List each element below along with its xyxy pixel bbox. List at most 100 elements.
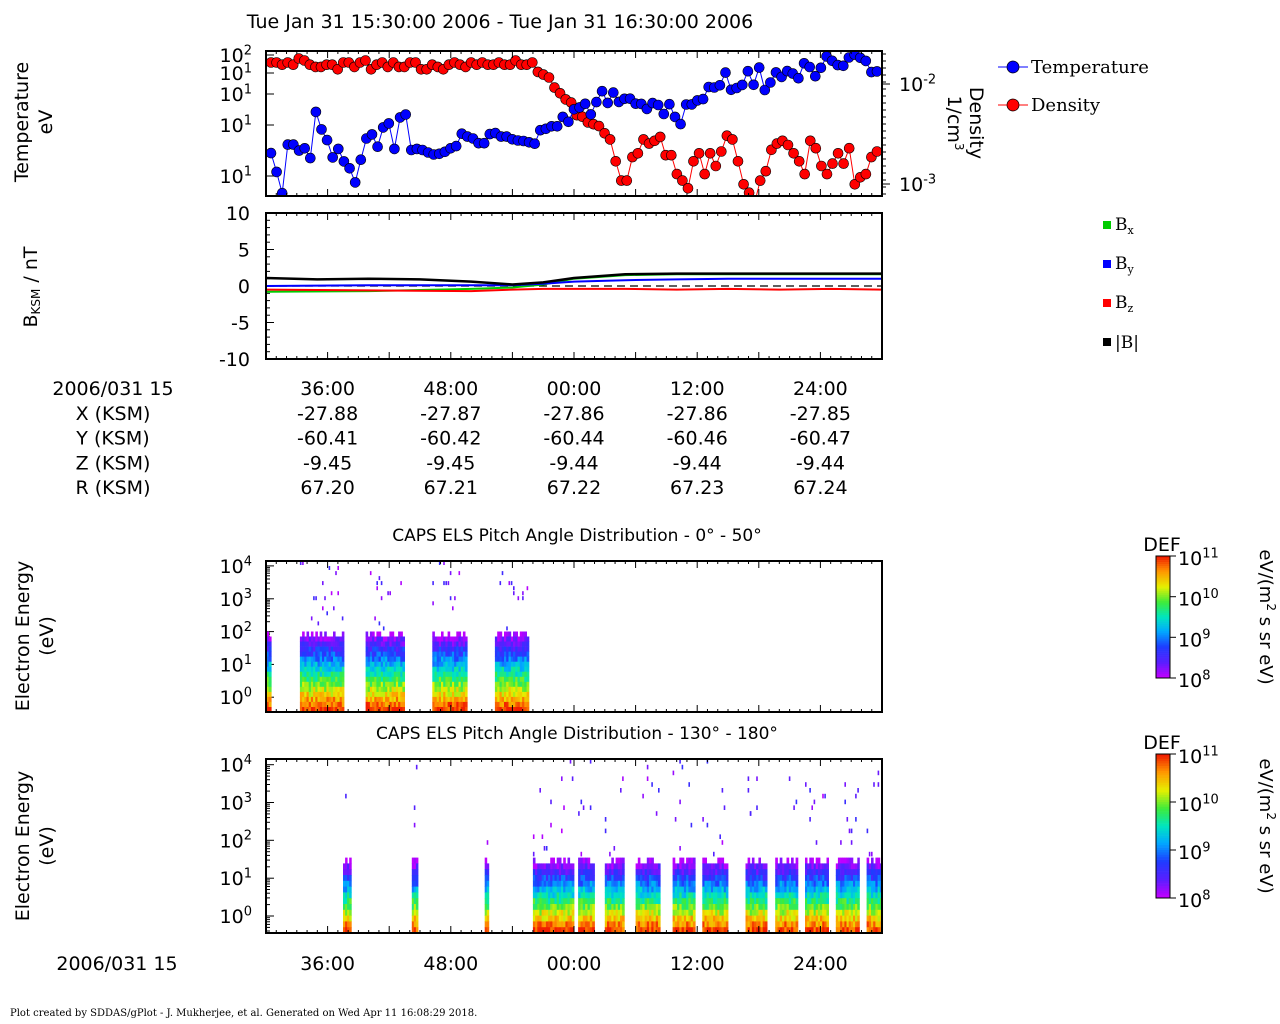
- spectrogram-cell: [782, 898, 785, 905]
- spectrogram-cell: [708, 863, 712, 870]
- spectrogram-cell: [411, 915, 415, 922]
- spectrogram-cell: [558, 875, 562, 882]
- spectrogram-speck: [443, 561, 445, 565]
- spectrogram-cell: [343, 921, 346, 928]
- spectrogram-cell: [713, 909, 716, 916]
- spectrogram-cell: [715, 869, 718, 876]
- spectrogram-cell: [635, 904, 639, 911]
- spectrogram-cell: [653, 863, 657, 870]
- spectrogram-cell: [837, 869, 841, 876]
- spectrogram-cell: [365, 701, 369, 708]
- spectrogram-cell: [749, 909, 753, 916]
- spectrogram-cell: [522, 631, 525, 637]
- spectrogram-cell: [545, 886, 549, 893]
- spectrogram-cell: [443, 701, 446, 708]
- spectrogram-cell: [454, 671, 457, 678]
- spectrogram-cell: [805, 915, 808, 922]
- spectrogram-cell: [587, 927, 591, 934]
- spectrogram-cell: [308, 701, 312, 708]
- spectrogram-cell: [438, 696, 442, 703]
- spectrogram-speck: [378, 621, 381, 626]
- spectrogram-cell: [415, 875, 419, 882]
- spectrogram-cell: [310, 681, 314, 688]
- density-point: [632, 148, 644, 159]
- spectrogram-cell: [578, 892, 581, 899]
- spectrogram-cell: [315, 651, 318, 657]
- spectrogram-cell: [569, 904, 573, 911]
- spectrogram-cell: [456, 651, 459, 657]
- spectrogram-cell: [857, 921, 860, 928]
- colorbar-cell: [1156, 794, 1170, 798]
- spectrogram-cell: [822, 880, 825, 887]
- spectrogram-cell: [337, 671, 340, 678]
- spectrogram-cell: [313, 646, 316, 652]
- spectrogram-cell: [443, 696, 446, 703]
- spectrogram-speck: [866, 828, 869, 834]
- spectrogram-cell: [367, 686, 371, 693]
- ephemeris-value: -27.86: [667, 403, 728, 425]
- spectrogram-cell: [674, 921, 678, 928]
- spectrogram-cell: [402, 686, 405, 693]
- spectrogram-cell: [513, 661, 516, 668]
- spectrogram-cell: [786, 921, 790, 928]
- spectrogram-cell: [385, 641, 388, 647]
- spectrogram-cell: [400, 661, 403, 668]
- spectrogram-cell: [835, 927, 839, 934]
- colorbar-cell: [1156, 866, 1170, 870]
- spectrogram-cell: [681, 915, 685, 922]
- spectrogram-cell: [367, 656, 371, 662]
- spectrogram-cell: [587, 909, 591, 916]
- spectrogram-cell: [494, 686, 498, 693]
- spectrogram-cell: [692, 892, 696, 899]
- spectrogram-cell: [721, 898, 725, 905]
- spectrogram-cell: [677, 904, 680, 911]
- spectrogram-cell: [432, 676, 435, 683]
- spectrogram-cell: [524, 631, 527, 637]
- spectrogram-cell: [609, 904, 612, 911]
- legend-bx-label: Bx: [1115, 215, 1135, 237]
- spectrogram-cell: [607, 892, 610, 899]
- spectrogram-cell: [304, 671, 307, 678]
- spectrogram-cell: [393, 686, 397, 693]
- spectrogram-cell: [692, 904, 696, 911]
- spectrogram-cell: [688, 915, 692, 922]
- spectrogram-cell: [655, 927, 659, 934]
- spectrogram-cell: [835, 909, 839, 916]
- spectrogram-cell: [486, 869, 490, 876]
- spectrogram-cell: [456, 707, 459, 713]
- spectrogram-cell: [347, 892, 350, 899]
- spectrogram-cell: [308, 661, 312, 668]
- spectrogram-cell: [462, 681, 466, 688]
- spectrogram-cell: [637, 863, 641, 870]
- spectrogram-cell: [402, 707, 405, 713]
- spectrogram-cell: [580, 857, 584, 864]
- spectrogram-cell: [506, 671, 509, 678]
- spectrogram-cell: [497, 646, 500, 652]
- spectrogram-cell: [322, 671, 325, 678]
- spectrogram-cell: [382, 656, 386, 662]
- spectrogram-cell: [587, 886, 591, 893]
- spectrogram-cell: [398, 686, 401, 693]
- spectrogram-cell: [306, 681, 310, 688]
- spectrogram-cell: [322, 691, 325, 698]
- spectrogram-cell: [395, 666, 399, 673]
- spectrogram-speck: [658, 788, 660, 793]
- spectrogram-cell: [306, 636, 310, 642]
- spectrogram-cell: [587, 857, 591, 864]
- spectrogram-cell: [378, 661, 382, 668]
- spectrogram-cell: [369, 656, 373, 662]
- spectrogram-cell: [326, 701, 329, 708]
- spectrogram-cell: [820, 863, 823, 870]
- spectrogram-cell: [378, 631, 382, 637]
- colorbar-cell: [1156, 778, 1170, 781]
- spectrogram-cell: [820, 921, 823, 928]
- spectrogram-cell: [526, 666, 530, 673]
- spectrogram-cell: [571, 869, 575, 876]
- temperature-point: [804, 61, 816, 73]
- spectrogram-cell: [571, 927, 575, 934]
- spectrogram-cell: [324, 666, 327, 673]
- spectrogram-cell: [550, 880, 553, 887]
- spectrogram-cell: [679, 927, 682, 934]
- spectrogram-speck: [341, 616, 344, 621]
- spectrogram-cell: [809, 892, 812, 899]
